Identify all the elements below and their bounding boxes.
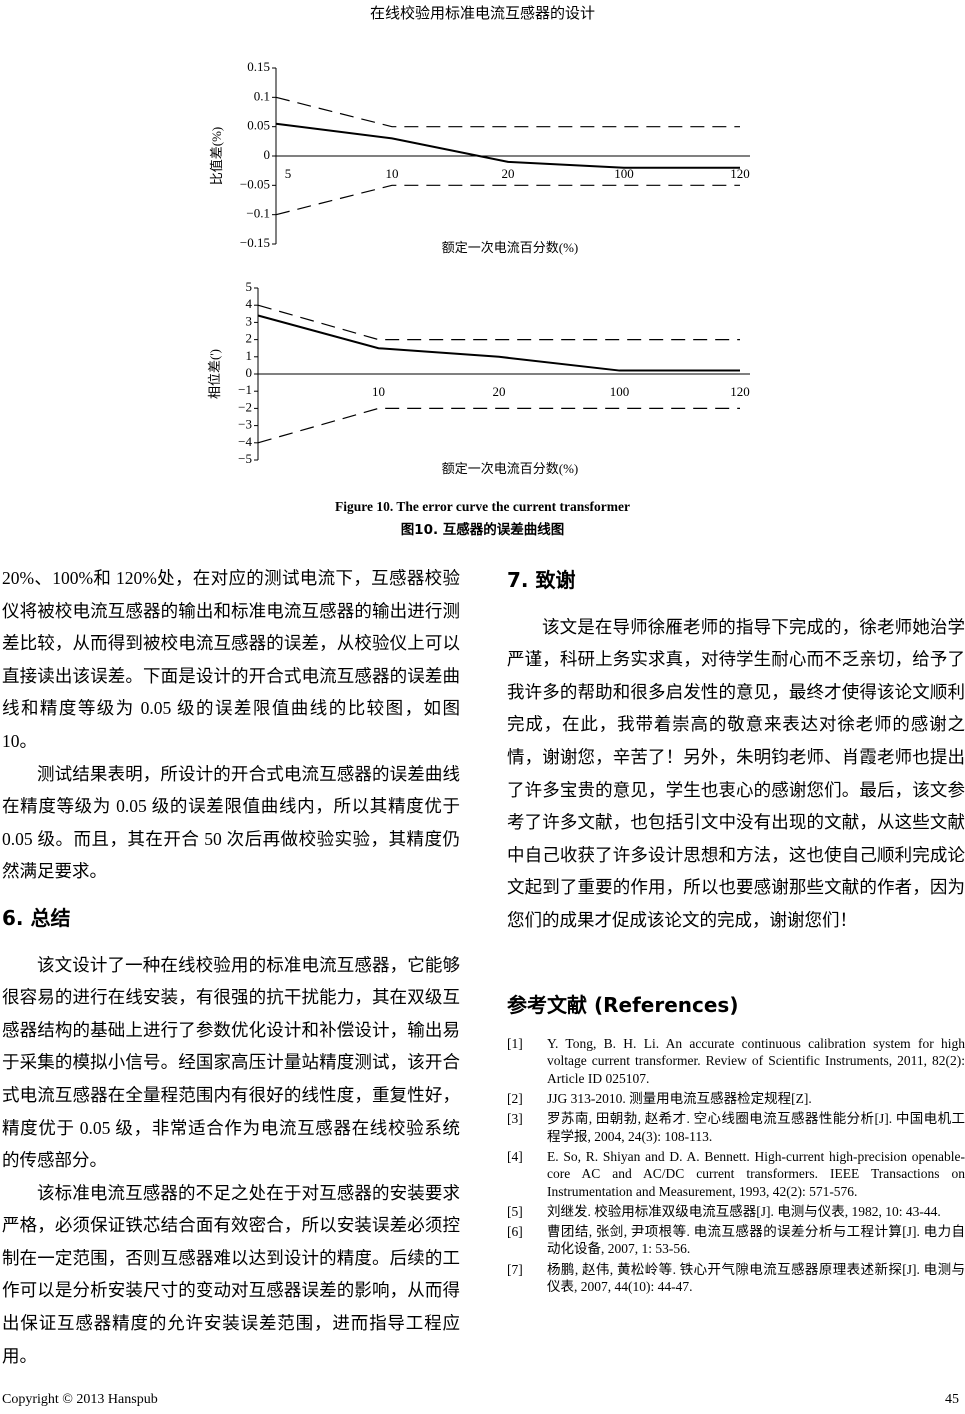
page-number: 45 xyxy=(945,1392,959,1407)
references-heading: 参考文献 (References) xyxy=(507,992,739,1017)
paragraph: 测试结果表明，所设计的开合式电流互感器的误差曲线在精度等级为 0.05 级的误差… xyxy=(2,763,460,882)
reference-text: 杨鹏, 赵伟, 黄松岭等. 铁心开气隙电流互感器原理表述新探[J]. 电测与仪表… xyxy=(547,1261,965,1294)
x-tick-label: 120 xyxy=(730,384,750,399)
reference-number: [5] xyxy=(507,1203,523,1219)
reference-number: [6] xyxy=(507,1224,523,1240)
reference: [7] 杨鹏, 赵伟, 黄松岭等. 铁心开气隙电流互感器原理表述新探[J]. 电测… xyxy=(507,1261,965,1296)
y-tick-label: 0.1 xyxy=(254,88,270,103)
y-tick-label: 0 xyxy=(264,147,271,162)
section-heading: 7. 致谢 xyxy=(507,568,576,592)
x-tick-label: 5 xyxy=(285,166,292,181)
x-tick-label: 10 xyxy=(386,166,399,181)
x-axis-title: 额定一次电流百分数(%) xyxy=(442,461,579,476)
x-tick-label: 20 xyxy=(502,166,515,181)
y-tick-label: 4 xyxy=(246,296,253,311)
x-axis-title: 额定一次电流百分数(%) xyxy=(442,240,579,255)
series-line xyxy=(257,304,740,341)
x-tick-label: 10 xyxy=(372,384,385,399)
y-tick-label: −0.1 xyxy=(246,206,270,221)
reference: [5] 刘继发. 校验用标准双级电流互感器[J]. 电测与仪表, 1982, 10… xyxy=(507,1203,965,1220)
y-tick-label: 0.15 xyxy=(247,59,270,74)
y-tick-label: 0.05 xyxy=(247,118,270,133)
y-tick-label: −3 xyxy=(238,417,252,432)
series-line xyxy=(275,96,740,128)
left-column: 20%、100%和 120%处，在对应的测试电流下，互感器校验仪将被校电流互感器… xyxy=(2,562,460,1372)
x-tick-label: 100 xyxy=(610,384,630,399)
y-tick-label: −4 xyxy=(238,434,252,449)
x-tick-label: 20 xyxy=(493,384,506,399)
reference-number: [4] xyxy=(507,1148,523,1164)
reference-number: [1] xyxy=(507,1036,523,1052)
y-tick-label: −0.15 xyxy=(240,235,270,250)
reference: [4] E. So, R. Shiyan and D. A. Bennett. H… xyxy=(507,1148,965,1200)
y-axis-title: 相位差(') xyxy=(207,349,222,399)
section-heading: 6. 总结 xyxy=(2,905,71,930)
y-tick-label: 2 xyxy=(246,331,253,346)
x-tick-label: 120 xyxy=(730,166,750,181)
paragraph: 该标准电流互感器的不足之处在于对互感器的安装要求严格，必须保证铁芯结合面有效密合… xyxy=(2,1182,460,1366)
y-tick-label: 5 xyxy=(246,279,253,294)
reference: [2] JJG 313-2010. 测量用电流互感器检定规程[Z]. xyxy=(507,1090,965,1107)
y-tick-label: 1 xyxy=(246,348,253,363)
running-title: 在线校验用标准电流互感器的设计 xyxy=(369,6,595,22)
reference-number: [3] xyxy=(507,1111,523,1127)
copyright: Copyright © 2013 Hanspub xyxy=(2,1392,158,1407)
series-line xyxy=(275,184,740,216)
reference-number: [7] xyxy=(507,1261,523,1277)
reference-list: [1] Y. Tong, B. H. Li. An accurate contin… xyxy=(507,1035,965,1295)
y-tick-label: −1 xyxy=(238,382,252,397)
reference: [1] Y. Tong, B. H. Li. An accurate contin… xyxy=(507,1035,965,1087)
reference-text: 刘继发. 校验用标准双级电流互感器[J]. 电测与仪表, 1982, 10: 4… xyxy=(547,1203,941,1219)
reference-text: 罗苏南, 田朝勃, 赵希才. 空心线圈电流互感器性能分析[J]. 中国电机工程学… xyxy=(547,1111,965,1144)
reference-text: 曹团结, 张剑, 尹项根等. 电流互感器的误差分析与工程计算[J]. 电力自动化… xyxy=(547,1224,965,1257)
x-tick-label: 100 xyxy=(614,166,634,181)
figure: 0.150.10.050−0.05−0.1−0.155 10 20 100 120额定一… xyxy=(207,59,750,476)
right-column: 7. 致谢 该文是在导师徐雁老师的指导下完成的，徐老师她治学严谨，科研上务实求真… xyxy=(507,562,965,1298)
y-axis-title: 比值差(%) xyxy=(209,127,224,186)
paragraph: 20%、100%和 120%处，在对应的测试电流下，互感器校验仪将被校电流互感器… xyxy=(2,568,460,751)
reference-text: JJG 313-2010. 测量用电流互感器检定规程[Z]. xyxy=(547,1091,812,1107)
reference: [3] 罗苏南, 田朝勃, 赵希才. 空心线圈电流互感器性能分析[J]. 中国电机… xyxy=(507,1110,965,1145)
paragraph: 该文设计了一种在线校验用的标准电流互感器，它能够很容易的进行在线安装，有很强的抗… xyxy=(2,954,460,1171)
reference-text: Y. Tong, B. H. Li. An accurate continuou… xyxy=(547,1036,965,1086)
series-line xyxy=(257,407,740,444)
y-tick-label: −0.05 xyxy=(240,176,270,191)
y-tick-label: 0 xyxy=(246,365,253,380)
caption-en: Figure 10. The error curve the current t… xyxy=(335,499,630,514)
y-tick-label: −2 xyxy=(238,399,252,414)
paragraph: 该文是在导师徐雁老师的指导下完成的，徐老师她治学严谨，科研上务实求真，对待学生耐… xyxy=(507,616,965,930)
series-line xyxy=(275,122,740,169)
reference-number: [2] xyxy=(507,1091,523,1107)
reference: [6] 曹团结, 张剑, 尹项根等. 电流互感器的误差分析与工程计算[J]. 电力… xyxy=(507,1223,965,1258)
reference-text: E. So, R. Shiyan and D. A. Bennett. High… xyxy=(547,1148,965,1199)
y-tick-label: −5 xyxy=(238,451,252,466)
series-line xyxy=(257,314,740,372)
y-tick-label: 3 xyxy=(246,313,253,328)
caption-zh: 图10. 互感器的误差曲线图 xyxy=(400,522,565,538)
